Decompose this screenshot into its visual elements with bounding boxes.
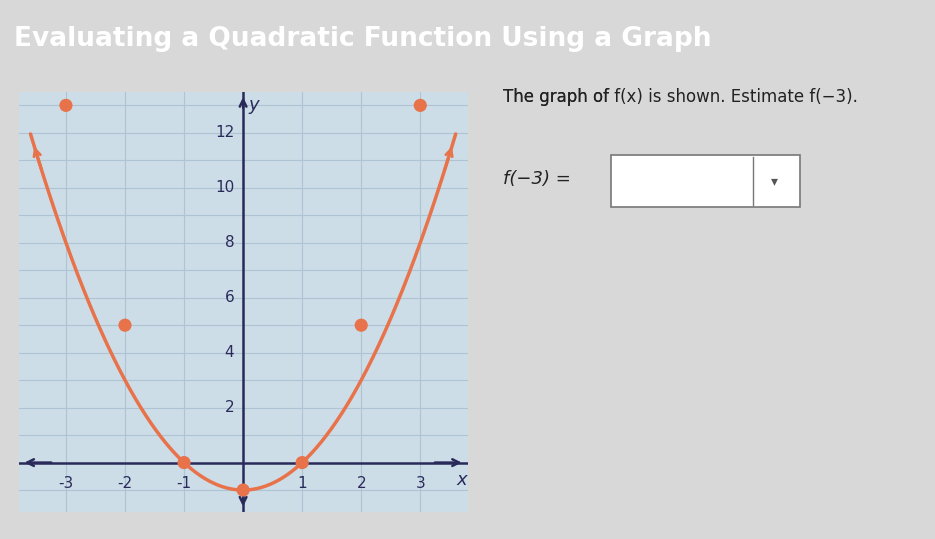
Text: -2: -2	[118, 476, 133, 492]
Text: 6: 6	[224, 290, 235, 305]
Text: The graph of f(x) is shown. Estimate f(−3).: The graph of f(x) is shown. Estimate f(−…	[503, 88, 858, 106]
Text: 1: 1	[297, 476, 307, 492]
Text: 8: 8	[224, 235, 235, 250]
Text: 2: 2	[224, 400, 235, 415]
Text: -1: -1	[177, 476, 192, 492]
Text: 4: 4	[224, 345, 235, 360]
Point	[236, 486, 251, 494]
Text: ▾: ▾	[770, 174, 778, 188]
Text: The graph of: The graph of	[503, 88, 614, 106]
Point	[118, 321, 133, 329]
Point	[177, 458, 192, 467]
Text: Evaluating a Quadratic Function Using a Graph: Evaluating a Quadratic Function Using a …	[14, 25, 712, 52]
Text: 12: 12	[215, 126, 235, 140]
Point	[412, 101, 427, 109]
Text: 10: 10	[215, 181, 235, 195]
FancyBboxPatch shape	[611, 155, 800, 207]
Text: 3: 3	[415, 476, 425, 492]
Text: x: x	[456, 472, 467, 489]
Point	[59, 101, 74, 109]
Text: y: y	[249, 96, 259, 114]
Point	[353, 321, 368, 329]
Text: 2: 2	[356, 476, 366, 492]
Point	[295, 458, 309, 467]
Text: -3: -3	[58, 476, 74, 492]
Text: f(−3) =: f(−3) =	[503, 170, 571, 188]
